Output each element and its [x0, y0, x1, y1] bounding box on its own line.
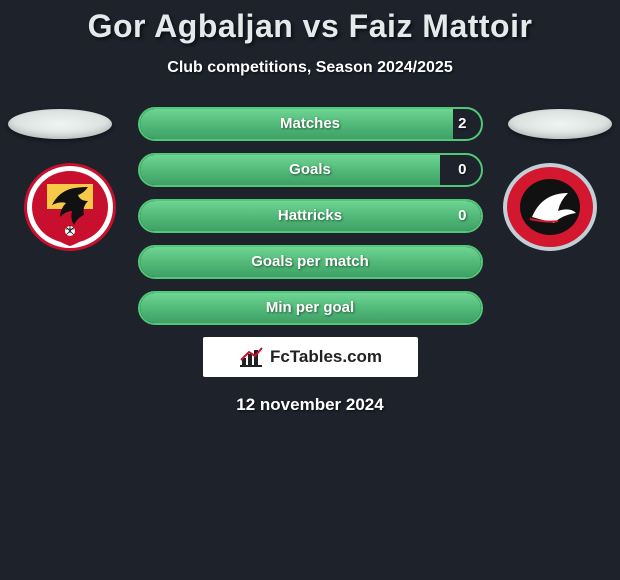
brand-chart-icon — [238, 346, 264, 368]
stat-value: 0 — [458, 155, 466, 185]
brand-box: FcTables.com — [203, 337, 418, 377]
stat-bar: Hattricks0 — [138, 199, 483, 233]
player-right-silhouette — [508, 109, 612, 139]
stat-bars: Matches2Goals0Hattricks0Goals per matchM… — [138, 107, 483, 325]
subtitle: Club competitions, Season 2024/2025 — [0, 59, 620, 77]
stat-label: Min per goal — [140, 293, 481, 323]
stat-bar: Goals per match — [138, 245, 483, 279]
stat-bar: Min per goal — [138, 291, 483, 325]
comparison-area: Matches2Goals0Hattricks0Goals per matchM… — [0, 107, 620, 325]
club-crest-right — [500, 163, 600, 253]
stat-label: Goals — [140, 155, 481, 185]
stat-label: Goals per match — [140, 247, 481, 277]
player-left-silhouette — [8, 109, 112, 139]
stat-label: Hattricks — [140, 201, 481, 231]
stat-bar: Goals0 — [138, 153, 483, 187]
footer-date: 12 november 2024 — [0, 395, 620, 415]
brand-label: FcTables.com — [270, 347, 382, 367]
club-crest-left — [20, 163, 120, 253]
stat-value: 2 — [458, 109, 466, 139]
stat-bar: Matches2 — [138, 107, 483, 141]
stat-value: 0 — [458, 201, 466, 231]
page-title: Gor Agbaljan vs Faiz Mattoir — [0, 0, 620, 45]
stat-label: Matches — [140, 109, 481, 139]
